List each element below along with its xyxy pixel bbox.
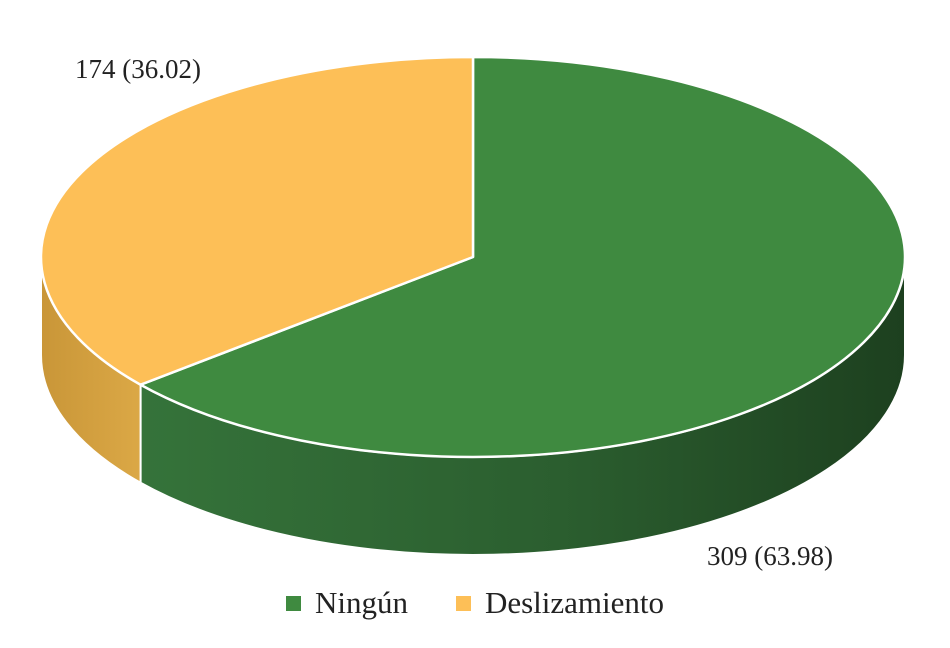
pie-chart: 174 (36.02) 309 (63.98) bbox=[39, 54, 907, 571]
slice-top-ningun bbox=[139, 55, 907, 459]
legend-label-deslizamiento: Deslizamiento bbox=[484, 585, 665, 620]
slice-top-deslizamiento bbox=[39, 55, 475, 386]
legend-swatch-deslizamiento bbox=[455, 595, 471, 611]
legend-item-deslizamiento: Deslizamiento bbox=[455, 585, 665, 621]
legend-swatch-ningun bbox=[285, 595, 301, 611]
slice-label-ningun: 309 (63.98) bbox=[707, 541, 833, 571]
slice-label-deslizamiento: 174 (36.02) bbox=[75, 54, 201, 84]
legend-item-ningun: Ningún bbox=[285, 585, 408, 621]
legend-label-ningun: Ningún bbox=[314, 585, 408, 620]
chart-legend: Ningún Deslizamiento bbox=[0, 585, 950, 621]
